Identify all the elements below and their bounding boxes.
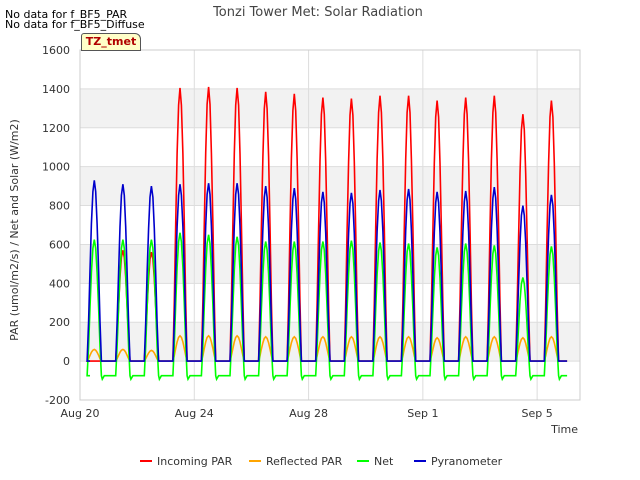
y-tick-label: 1000	[42, 161, 70, 174]
no-data-note-diffuse: No data for f_BF5_Diffuse	[5, 18, 145, 31]
grid-band	[80, 166, 580, 206]
x-tick-label: Sep 5	[522, 407, 553, 420]
no-data-note-par: No data for f_BF5_PAR	[5, 8, 128, 21]
y-tick-label: 800	[49, 200, 70, 213]
y-tick-label: -200	[45, 394, 70, 407]
grid-band	[80, 88, 580, 128]
y-tick-label: 1200	[42, 122, 70, 135]
y-tick-label: 400	[49, 277, 70, 290]
legend-label: Pyranometer	[431, 455, 503, 468]
x-tick-label: Sep 1	[407, 407, 438, 420]
series-line-pyranometer	[86, 180, 568, 362]
y-axis-label: PAR (umol/m2/s) / Net and Solar (W/m2)	[8, 119, 21, 341]
y-tick-label: 0	[63, 355, 70, 368]
series-layer	[85, 86, 568, 382]
series-line-net	[86, 232, 568, 382]
y-axis-ticks: -200 0 200 400 600 800 1000 1200 1400 1600	[42, 44, 70, 407]
legend: Incoming PAR Reflected PAR Net Pyranometer	[140, 455, 503, 468]
grid-bands	[80, 88, 580, 362]
y-tick-label: 1600	[42, 44, 70, 57]
series-line-reflected-par	[85, 334, 568, 362]
legend-label: Incoming PAR	[157, 455, 233, 468]
plot-frame	[79, 49, 581, 401]
y-tick-label: 600	[49, 238, 70, 251]
y-tick-label: 200	[49, 316, 70, 329]
x-tick-label: Aug 28	[289, 407, 328, 420]
y-tick-label: 1400	[42, 83, 70, 96]
tz-tmet-badge: TZ_tmet	[81, 33, 141, 51]
x-tick-label: Aug 20	[61, 407, 100, 420]
legend-label: Net	[374, 455, 394, 468]
chart-title: Tonzi Tower Met: Solar Radiation	[212, 5, 423, 20]
x-tick-label: Aug 24	[175, 407, 214, 420]
x-axis-ticks: Aug 20 Aug 24 Aug 28 Sep 1 Sep 5	[61, 407, 553, 420]
x-axis-label: Time	[550, 423, 578, 436]
legend-label: Reflected PAR	[266, 455, 343, 468]
